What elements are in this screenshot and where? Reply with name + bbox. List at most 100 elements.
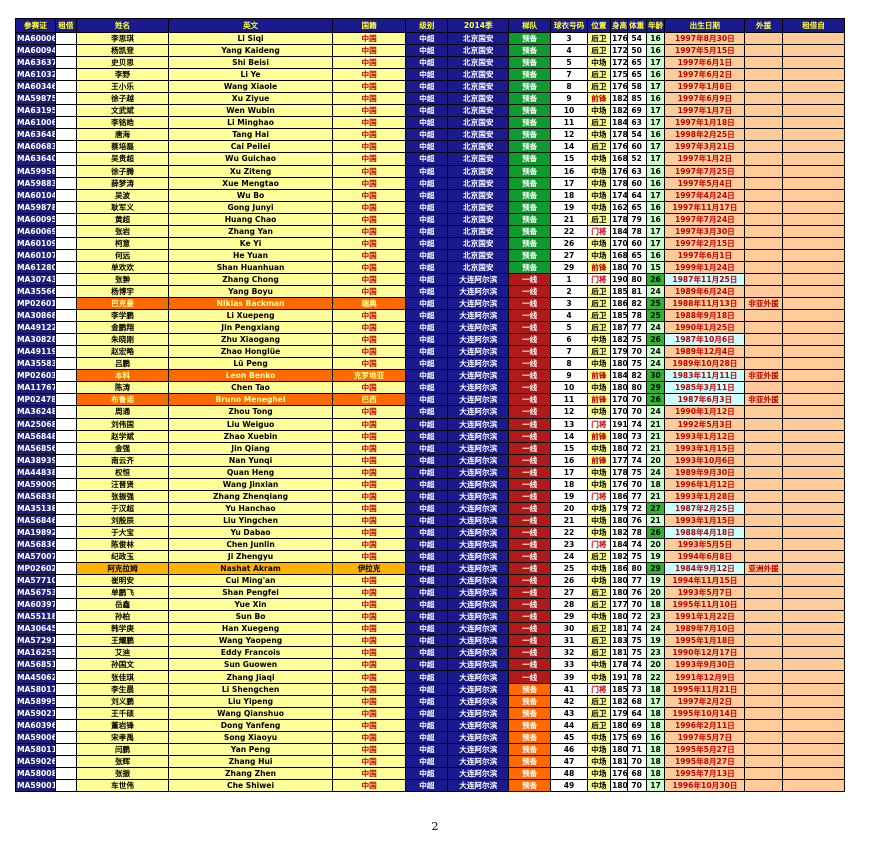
table-row: MA56836 陈俊林 Chen Junlin 中国 中超 大连阿尔滨 一线 23 门将 184 7… xyxy=(15,537,846,552)
cell-age: 24 xyxy=(645,465,666,479)
cell-squad: 预备 xyxy=(508,104,552,118)
cell-foreign-player xyxy=(744,284,783,299)
cell-club: 北京国安 xyxy=(447,260,510,274)
cell-level: 中超 xyxy=(405,706,449,720)
cell-english-name: Eddy Francois xyxy=(168,646,333,660)
cell-foreign-player xyxy=(744,128,783,142)
cell-squad: 一线 xyxy=(508,309,552,323)
cell-chinese-name: 张辉 xyxy=(75,754,170,768)
cell-loan xyxy=(54,453,77,467)
cell-loan xyxy=(54,574,77,588)
cell-loaned-from xyxy=(781,236,846,250)
cell-age: 16 xyxy=(645,164,666,178)
cell-weight: 78 xyxy=(626,309,647,323)
cell-english-name: Zhang Yan xyxy=(168,224,333,238)
cell-height: 184 xyxy=(609,369,628,383)
cell-nationality: 中国 xyxy=(331,501,407,515)
cell-loaned-from xyxy=(781,164,846,178)
cell-position: 中场 xyxy=(586,164,611,178)
cell-weight: 74 xyxy=(626,622,647,636)
cell-squad: 预备 xyxy=(508,742,552,756)
cell-nationality: 中国 xyxy=(331,610,407,624)
cell-foreign-player xyxy=(744,140,783,154)
cell-chinese-name: 韩学庚 xyxy=(75,622,170,636)
cell-chinese-name: 王千硕 xyxy=(75,706,170,720)
cell-club: 大连阿尔滨 xyxy=(447,766,510,780)
cell-english-name: Wu Bo xyxy=(168,188,333,202)
cell-birthdate: 1989年7月10日 xyxy=(664,622,746,636)
cell-loan xyxy=(54,429,77,443)
cell-age: 29 xyxy=(645,562,666,576)
cell-level: 中超 xyxy=(405,92,449,106)
cell-shirt-number: 32 xyxy=(550,646,588,660)
cell-loan xyxy=(54,718,77,732)
cell-loaned-from xyxy=(781,682,846,696)
table-row: MA16255 艾迪 Eddy Francois 中国 中超 大连阿尔滨 一线 32 后卫 181… xyxy=(15,646,846,660)
cell-registration-id: MA59021 xyxy=(15,706,56,720)
cell-squad: 一线 xyxy=(508,441,552,455)
cell-age: 30 xyxy=(645,369,666,383)
cell-english-name: Shan Pengfei xyxy=(168,586,333,600)
cell-club: 北京国安 xyxy=(447,224,510,238)
cell-loaned-from xyxy=(781,56,846,70)
cell-foreign-player xyxy=(744,730,783,744)
cell-registration-id: MA44838 xyxy=(15,465,56,479)
cell-age: 21 xyxy=(645,513,666,527)
cell-position: 后卫 xyxy=(586,622,611,636)
cell-birthdate: 1984年9月12日 xyxy=(664,562,746,576)
cell-english-name: Yang Boyu xyxy=(168,284,333,299)
cell-loaned-from xyxy=(781,152,846,166)
cell-level: 中超 xyxy=(405,766,449,780)
cell-weight: 80 xyxy=(626,272,647,286)
cell-club: 大连阿尔滨 xyxy=(447,405,510,419)
cell-loaned-from xyxy=(781,694,846,708)
cell-english-name: Liu Yipeng xyxy=(168,694,333,708)
cell-level: 中超 xyxy=(405,477,449,491)
cell-height: 175 xyxy=(609,730,628,744)
cell-loan xyxy=(54,345,77,359)
table-row: MA59026 张辉 Zhang Hui 中国 中超 大连阿尔滨 预备 47 中场 181 70 18… xyxy=(15,754,846,768)
cell-english-name: Che Shiwei xyxy=(168,778,333,792)
cell-weight: 75 xyxy=(626,550,647,564)
cell-squad: 预备 xyxy=(508,694,552,708)
cell-level: 中超 xyxy=(405,441,449,455)
cell-age: 18 xyxy=(645,706,666,720)
cell-birthdate: 1988年9月18日 xyxy=(664,309,746,323)
cell-position: 门将 xyxy=(586,272,611,286)
cell-shirt-number: 28 xyxy=(550,598,588,612)
cell-chinese-name: 巴克曼 xyxy=(75,297,170,311)
cell-birthdate: 1993年1月15日 xyxy=(664,441,746,455)
cell-position: 中场 xyxy=(586,381,611,395)
cell-english-name: Tang Hai xyxy=(168,128,333,142)
cell-english-name: Nashat Akram xyxy=(168,562,333,576)
cell-chinese-name: 陈俊林 xyxy=(75,537,170,552)
cell-height: 168 xyxy=(609,152,628,166)
cell-height: 176 xyxy=(609,140,628,154)
cell-level: 中超 xyxy=(405,176,449,190)
cell-club: 北京国安 xyxy=(447,68,510,82)
cell-loaned-from xyxy=(781,92,846,106)
cell-birthdate: 1997年1月2日 xyxy=(664,152,746,166)
cell-age: 18 xyxy=(645,718,666,732)
cell-shirt-number: 18 xyxy=(550,477,588,491)
cell-loaned-from xyxy=(781,489,846,503)
cell-foreign-player xyxy=(744,682,783,696)
cell-loan xyxy=(54,188,77,202)
cell-english-name: Niklas Backman xyxy=(168,297,333,311)
cell-loaned-from xyxy=(781,610,846,624)
cell-registration-id: MA49122 xyxy=(15,321,56,335)
cell-chinese-name: 徐子腾 xyxy=(75,164,170,178)
cell-position: 前锋 xyxy=(586,260,611,274)
cell-chinese-name: 杨博宇 xyxy=(75,284,170,299)
cell-shirt-number: 15 xyxy=(550,152,588,166)
cell-foreign-player xyxy=(744,525,783,539)
cell-foreign-player xyxy=(744,68,783,82)
cell-registration-id: MA58011 xyxy=(15,742,56,756)
cell-birthdate: 1997年1月18日 xyxy=(664,116,746,130)
cell-registration-id: MA60109 xyxy=(15,236,56,250)
cell-club: 大连阿尔滨 xyxy=(447,284,510,299)
cell-age: 20 xyxy=(645,537,666,552)
column-header: 姓名 xyxy=(75,18,170,33)
cell-chinese-name: 金鹏翔 xyxy=(75,321,170,335)
cell-age: 16 xyxy=(645,176,666,190)
